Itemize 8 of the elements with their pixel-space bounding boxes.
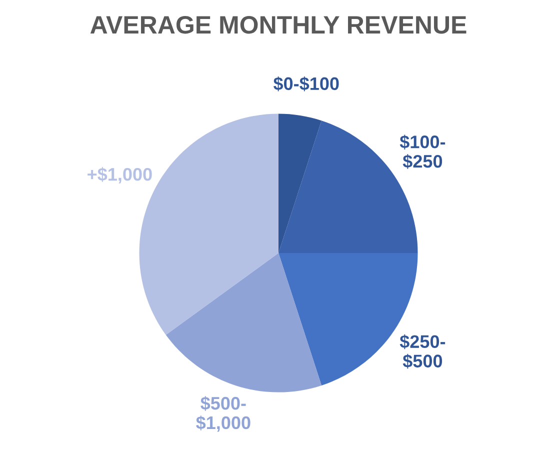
- slice-label: $100- $250: [400, 134, 446, 169]
- slice-label: $250- $500: [400, 334, 446, 369]
- chart-title: AVERAGE MONTHLY REVENUE: [90, 16, 466, 34]
- slice-label: +$1,000: [88, 167, 152, 184]
- pie-slice: [278, 114, 322, 254]
- pie-slice: [166, 253, 322, 392]
- slice-label: $0-$100: [273, 76, 339, 92]
- slice-label: $500- $1,000: [196, 396, 250, 432]
